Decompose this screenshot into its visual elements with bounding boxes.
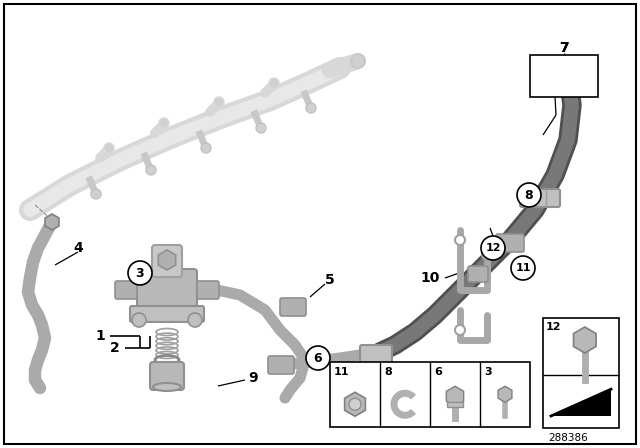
FancyBboxPatch shape	[496, 234, 524, 252]
Text: 4: 4	[73, 241, 83, 255]
FancyBboxPatch shape	[268, 356, 294, 374]
FancyBboxPatch shape	[360, 345, 392, 363]
Circle shape	[482, 250, 492, 260]
Bar	[447, 402, 463, 407]
Circle shape	[256, 123, 266, 133]
Ellipse shape	[153, 383, 181, 391]
Circle shape	[517, 183, 541, 207]
Text: 3: 3	[136, 267, 144, 280]
Text: 3: 3	[484, 367, 492, 377]
FancyBboxPatch shape	[152, 245, 182, 277]
Circle shape	[269, 78, 279, 88]
Text: 11: 11	[515, 263, 531, 273]
Text: 6: 6	[434, 367, 442, 377]
FancyBboxPatch shape	[520, 189, 560, 207]
Circle shape	[306, 103, 316, 113]
Text: 12: 12	[546, 322, 561, 332]
Circle shape	[104, 143, 114, 153]
Text: 8: 8	[384, 367, 392, 377]
Text: 11: 11	[334, 367, 349, 377]
Circle shape	[159, 118, 169, 128]
Circle shape	[306, 346, 330, 370]
Circle shape	[349, 398, 361, 410]
Ellipse shape	[140, 267, 195, 313]
Text: 2: 2	[110, 341, 120, 355]
Circle shape	[128, 261, 152, 285]
Text: 9: 9	[248, 371, 258, 385]
Circle shape	[201, 143, 211, 153]
Circle shape	[351, 54, 365, 68]
Text: 7: 7	[559, 41, 569, 55]
FancyBboxPatch shape	[468, 266, 488, 282]
Text: 5: 5	[325, 273, 335, 287]
Circle shape	[481, 236, 505, 260]
FancyBboxPatch shape	[137, 269, 197, 311]
FancyBboxPatch shape	[130, 306, 204, 322]
Bar	[530, 55, 598, 97]
FancyBboxPatch shape	[115, 281, 137, 299]
Text: 1: 1	[95, 329, 105, 343]
Circle shape	[91, 189, 101, 199]
FancyBboxPatch shape	[280, 298, 306, 316]
Text: 8: 8	[525, 189, 533, 202]
FancyBboxPatch shape	[197, 281, 219, 299]
Circle shape	[132, 313, 146, 327]
Text: 10: 10	[420, 271, 440, 285]
Circle shape	[455, 325, 465, 335]
Circle shape	[188, 313, 202, 327]
Polygon shape	[551, 389, 611, 416]
Text: 12: 12	[485, 243, 500, 253]
Text: 288386: 288386	[548, 433, 588, 443]
Bar	[330, 362, 530, 427]
Text: 7: 7	[559, 41, 569, 55]
Text: 6: 6	[314, 352, 323, 365]
FancyBboxPatch shape	[150, 362, 184, 390]
Circle shape	[214, 97, 224, 107]
Circle shape	[511, 256, 535, 280]
Bar	[543, 318, 619, 428]
Circle shape	[455, 235, 465, 245]
Circle shape	[146, 165, 156, 175]
